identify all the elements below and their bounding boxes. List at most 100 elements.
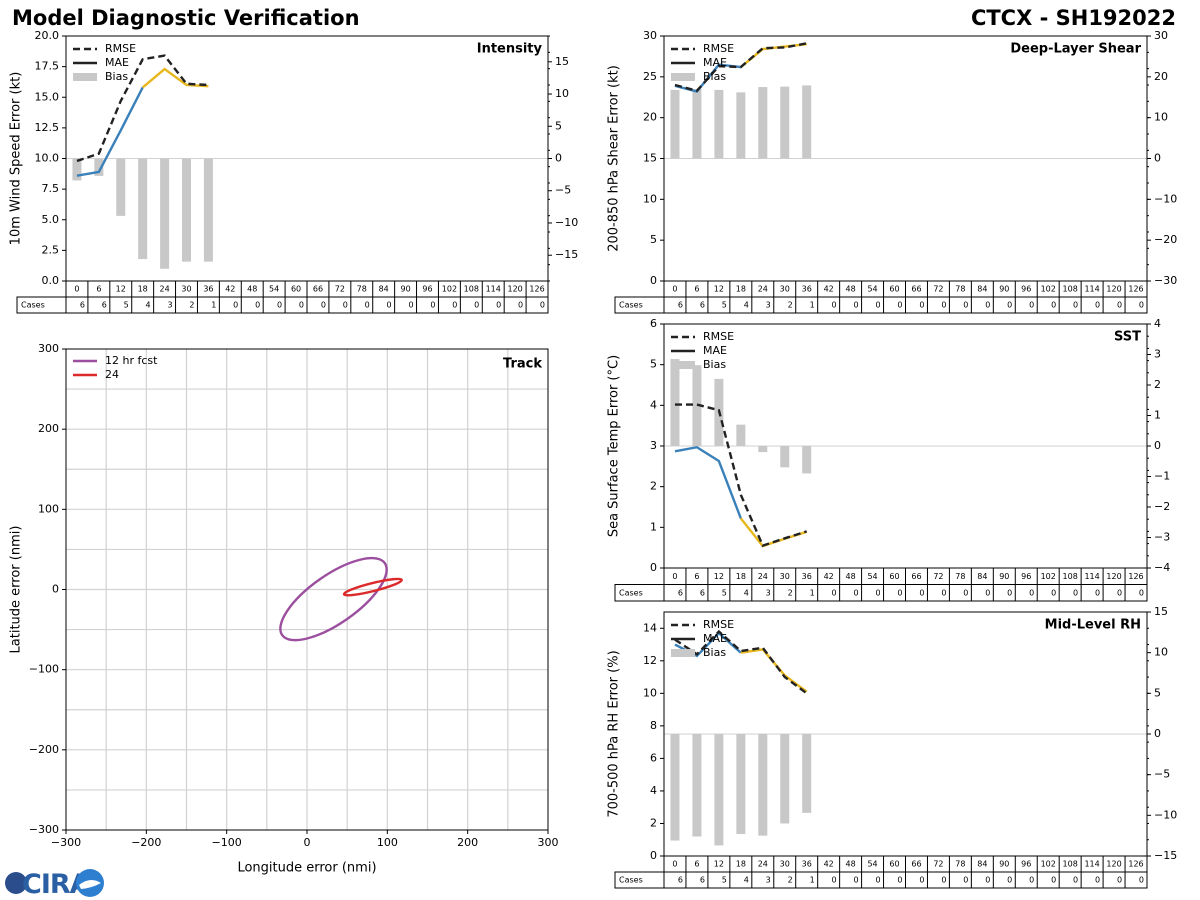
p2-cases-12: 5 [722, 588, 727, 597]
p2-hour-114: 114 [1084, 572, 1099, 581]
p1-hour-54: 54 [867, 285, 877, 294]
p1-hour-102: 102 [1041, 285, 1056, 294]
p0-cases-120: 0 [518, 301, 523, 310]
p0-hour-90: 90 [400, 285, 410, 294]
p2-cases-18: 4 [744, 588, 749, 597]
p3-hour-84: 84 [977, 860, 987, 869]
p3-hour-126: 126 [1128, 860, 1143, 869]
p2-hour-54: 54 [867, 572, 877, 581]
track-ytick-label: 300 [38, 342, 59, 355]
p1-cases-66: 0 [919, 301, 924, 310]
p0-title: Intensity [477, 42, 543, 57]
p1-hour-66: 66 [911, 285, 921, 294]
p3-ytick-label: 14 [643, 621, 657, 634]
p0-rmse-line [76, 54, 209, 163]
p3-bias-bar-30 [780, 734, 790, 824]
p3-cases-0: 6 [678, 876, 683, 885]
p2-legend-bias: Bias [703, 358, 726, 371]
p0-bias-bar-24 [160, 158, 170, 269]
p0-bias-bar-30 [182, 158, 191, 262]
p1-ytick-label: 15 [643, 152, 657, 165]
p0-cases-18: 4 [146, 301, 151, 310]
p1-bias-bar-18 [736, 92, 746, 159]
track-legend-24hr: 24 [105, 368, 119, 381]
p2-cases-36: 1 [810, 588, 815, 597]
p0-y2tick-label: 15 [555, 55, 569, 68]
p3-cases-6: 6 [700, 876, 705, 885]
p3-cases-114: 0 [1095, 876, 1100, 885]
p3-hour-6: 6 [694, 860, 699, 869]
p1-y2tick-label: 30 [1154, 29, 1168, 42]
p1-hour-84: 84 [977, 285, 987, 294]
p3-y2tick-label: 5 [1154, 686, 1161, 699]
p2-y2tick-label: −3 [1154, 531, 1170, 544]
track-ytick-label: −300 [29, 823, 59, 836]
p0-cases-66: 0 [321, 301, 326, 310]
p2-hour-78: 78 [955, 572, 965, 581]
p0-cases-54: 0 [277, 301, 282, 310]
p0-y2tick-label: 5 [555, 119, 562, 132]
p3-hour-96: 96 [1021, 860, 1031, 869]
p0-bias-bar-36 [203, 158, 213, 262]
p1-bias-bar-12 [714, 89, 724, 159]
p3-legend-bias: Bias [703, 646, 726, 659]
p0-cases-row [16, 296, 549, 314]
track-xtick-label: −200 [131, 836, 161, 849]
p3-y2tick-label: 15 [1154, 605, 1168, 618]
p0-hour-18: 18 [138, 285, 148, 294]
p1-y2tick-label: 20 [1154, 70, 1168, 83]
p2-ytick-label: 6 [650, 317, 657, 330]
p2-y2tick-label: 2 [1154, 378, 1161, 391]
p3-hour-60: 60 [889, 860, 899, 869]
p2-y2tick-label: −2 [1154, 500, 1170, 513]
p3-hour-48: 48 [846, 860, 856, 869]
track-xlabel: Longitude error (nmi) [237, 861, 376, 876]
p3-cases-row [614, 871, 1148, 889]
p0-cases-78: 0 [365, 301, 370, 310]
p0-legend-bias-swatch [73, 73, 97, 81]
p3-ytick-label: 6 [650, 751, 657, 764]
p2-hour-42: 42 [824, 572, 834, 581]
p0-bias-bar-12 [116, 158, 126, 216]
p1-y2tick-label: −10 [1154, 192, 1177, 205]
p3-ytick-label: 2 [650, 816, 657, 829]
p3-hour-24: 24 [758, 860, 768, 869]
p1-ytick-label: 30 [643, 29, 657, 42]
p0-hour-102: 102 [442, 285, 457, 294]
p0-cases-90: 0 [408, 301, 413, 310]
p0-hour-66: 66 [313, 285, 323, 294]
p3-cases-96: 0 [1029, 876, 1034, 885]
p3-ytick-label: 0 [650, 849, 657, 862]
p2-cases-6: 6 [700, 588, 705, 597]
p2-y2tick-label: 1 [1154, 409, 1161, 422]
p3-bias-bar-24 [758, 734, 768, 836]
p2-cases-60: 0 [897, 588, 902, 597]
p2-legend-mae: MAE [703, 344, 727, 357]
p2-cases-126: 0 [1139, 588, 1144, 597]
p2-hour-66: 66 [911, 572, 921, 581]
p1-cases-114: 0 [1095, 301, 1100, 310]
p1-bias-bar-0 [670, 89, 680, 159]
p0-cases-6: 6 [102, 301, 107, 310]
p0-hour-60: 60 [291, 285, 301, 294]
p2-y2tick-label: −1 [1154, 470, 1170, 483]
p0-bias-bar-0 [72, 158, 82, 181]
p2-bias-bar-30 [780, 446, 790, 468]
p2-hour-108: 108 [1063, 572, 1078, 581]
p3-cases-120: 0 [1117, 876, 1122, 885]
p1-cases-48: 0 [853, 301, 858, 310]
p2-hour-90: 90 [999, 572, 1009, 581]
logo-swoosh [79, 879, 101, 889]
p3-hour-102: 102 [1041, 860, 1056, 869]
p3-legend-mae: MAE [703, 632, 727, 645]
p1-legend-bias: Bias [703, 70, 726, 83]
p2-hour-0: 0 [672, 572, 677, 581]
p2-cases-72: 0 [941, 588, 946, 597]
p0-cases-24: 3 [167, 301, 172, 310]
p3-y2tick-label: 0 [1154, 727, 1161, 740]
track-legend-12hr: 12 hr fcst [105, 354, 158, 367]
cira-logo: CIRA [5, 869, 104, 900]
p2-rmse-line [674, 403, 808, 548]
p0-ytick-label: 0.0 [42, 274, 60, 287]
p0-cases-108: 0 [474, 301, 479, 310]
